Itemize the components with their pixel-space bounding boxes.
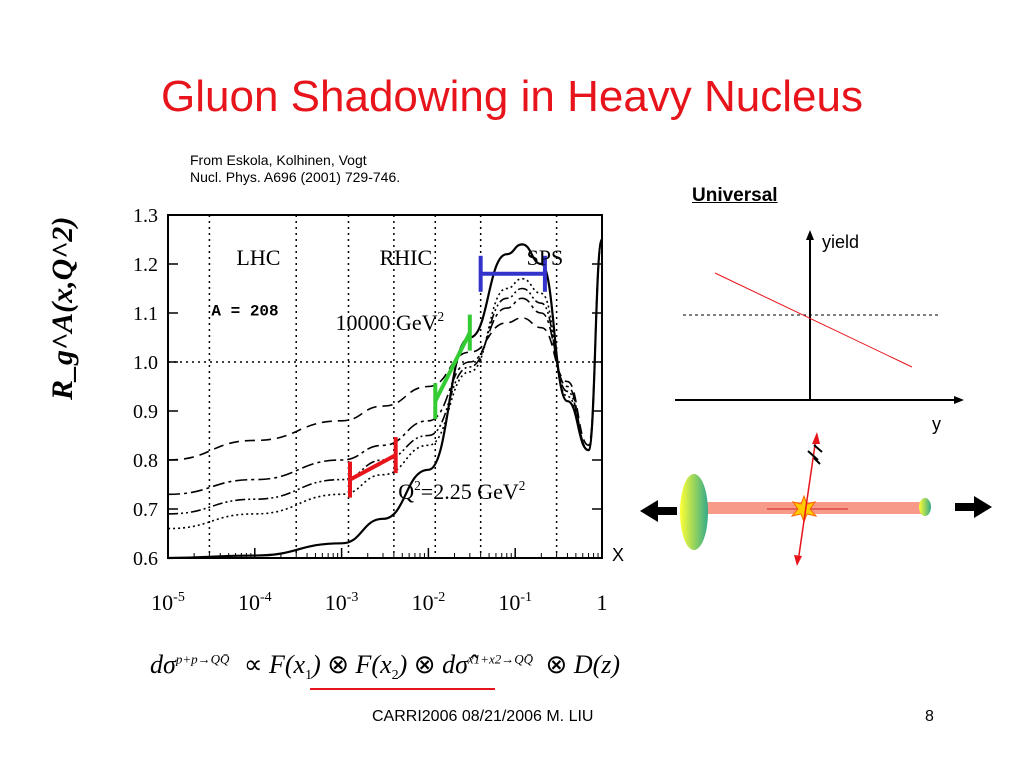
formula: dσp+p→QQ̄ ∝ F(x1) ⊗ F(x2) ⊗ dσ̂x1+x2→QQ̄… [150, 650, 620, 684]
spin-arrows-icon [807, 444, 823, 465]
formula-f1-sub: 1 [305, 668, 313, 684]
x-tick-label: 10-2 [412, 590, 446, 615]
formula-lhs-sup: p+p→QQ̄ [175, 651, 230, 667]
q2-high-label: 10000 GeV2 [335, 309, 444, 335]
region-label: RHIC [380, 245, 433, 270]
formula-f2-close: ) [398, 650, 408, 679]
nucleus-label: A = 208 [211, 302, 278, 320]
x-marker-label: X [612, 545, 625, 565]
page-number: 8 [925, 708, 934, 725]
source-line-1: From Eskola, Kolhinen, Vogt [190, 152, 367, 168]
formula-otimes-3: ⊗ [545, 650, 568, 679]
left-beam-arrow-icon [640, 500, 677, 522]
formula-f2-sub: 2 [391, 668, 399, 684]
outgoing-track [797, 437, 817, 563]
formula-otimes-2: ⊗ [413, 650, 436, 679]
source-citation: From Eskola, Kolhinen, Vogt Nucl. Phys. … [190, 152, 400, 186]
slide-title: Gluon Shadowing in Heavy Nucleus [161, 72, 863, 121]
plot-frame [167, 214, 603, 559]
y-tick-label: 1.0 [133, 352, 158, 374]
right-beam-arrow-icon [955, 496, 992, 518]
red-range-bar [349, 453, 397, 482]
region-label: LHC [236, 245, 280, 270]
inset-y-label: y [932, 414, 941, 434]
formula-dsigma-hat: dσ̂ [442, 650, 468, 679]
formula-dz: D(z) [573, 650, 621, 679]
y-tick-label: 1.1 [133, 303, 158, 325]
y-tick-label: 1.2 [133, 254, 158, 276]
formula-lhs: dσ [150, 650, 176, 679]
source-line-2: Nucl. Phys. A696 (2001) 729-746. [190, 169, 401, 185]
region-label: SPS [527, 245, 564, 270]
y-tick-label: 0.6 [133, 548, 158, 570]
track-arrow-up [812, 432, 820, 444]
y-tick-label: 0.9 [133, 401, 158, 423]
x-tick-label: 10-4 [238, 590, 272, 615]
y-tick-label: 0.7 [133, 499, 158, 521]
q2-low-label: Q2=2.25 GeV2 [398, 478, 525, 504]
formula-prop: ∝ [243, 650, 263, 679]
inset-heading: Universal [692, 185, 778, 206]
large-nucleus [680, 474, 708, 550]
formula-dsig-sup: x1+x2→QQ̄ [467, 651, 534, 667]
x-tick-label: 10-1 [498, 590, 532, 615]
inset-y-arrow [806, 230, 814, 240]
formula-underline [310, 688, 495, 690]
inset-yield-label: yield [822, 232, 860, 252]
series-line-dashed [167, 238, 603, 461]
inset-red-line [714, 272, 913, 368]
small-nucleus [919, 498, 931, 516]
green-range-bar [433, 331, 472, 403]
series-line-dashdot [167, 238, 603, 496]
y-tick-label: 0.8 [133, 450, 158, 472]
track-arrow-down [794, 555, 802, 566]
formula-f2: F(x [355, 650, 392, 679]
formula-f1-close: ) [312, 650, 321, 679]
x-tick-label: 10-3 [325, 590, 359, 615]
formula-f1: F(x [268, 650, 306, 679]
x-tick-label: 10-5 [151, 590, 185, 615]
footer-text: CARRI2006 08/21/2006 M. LIU [372, 708, 594, 725]
formula-otimes-1: ⊗ [327, 650, 350, 679]
inset-x-arrow [954, 396, 964, 404]
y-tick-label: 1.3 [133, 205, 158, 227]
x-tick-label: 1 [597, 590, 608, 615]
